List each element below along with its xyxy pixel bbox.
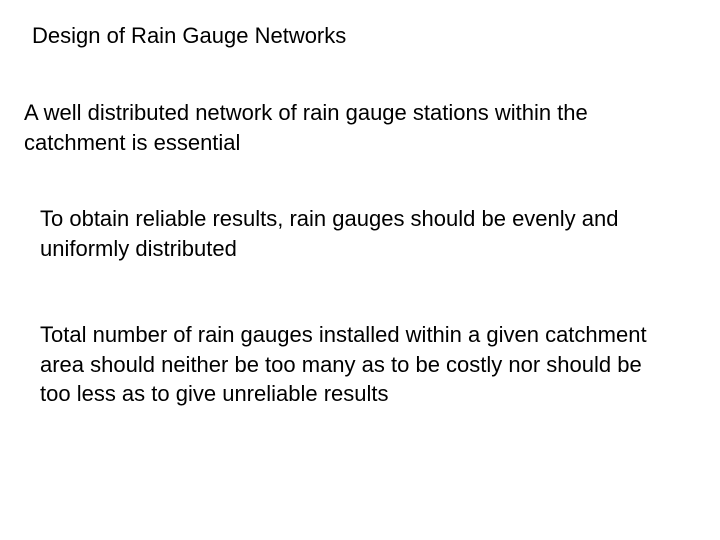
slide-title: Design of Rain Gauge Networks (32, 22, 346, 51)
slide: Design of Rain Gauge Networks A well dis… (0, 0, 720, 540)
paragraph-1: A well distributed network of rain gauge… (24, 98, 644, 157)
paragraph-3: Total number of rain gauges installed wi… (40, 320, 670, 409)
paragraph-2: To obtain reliable results, rain gauges … (40, 204, 640, 263)
